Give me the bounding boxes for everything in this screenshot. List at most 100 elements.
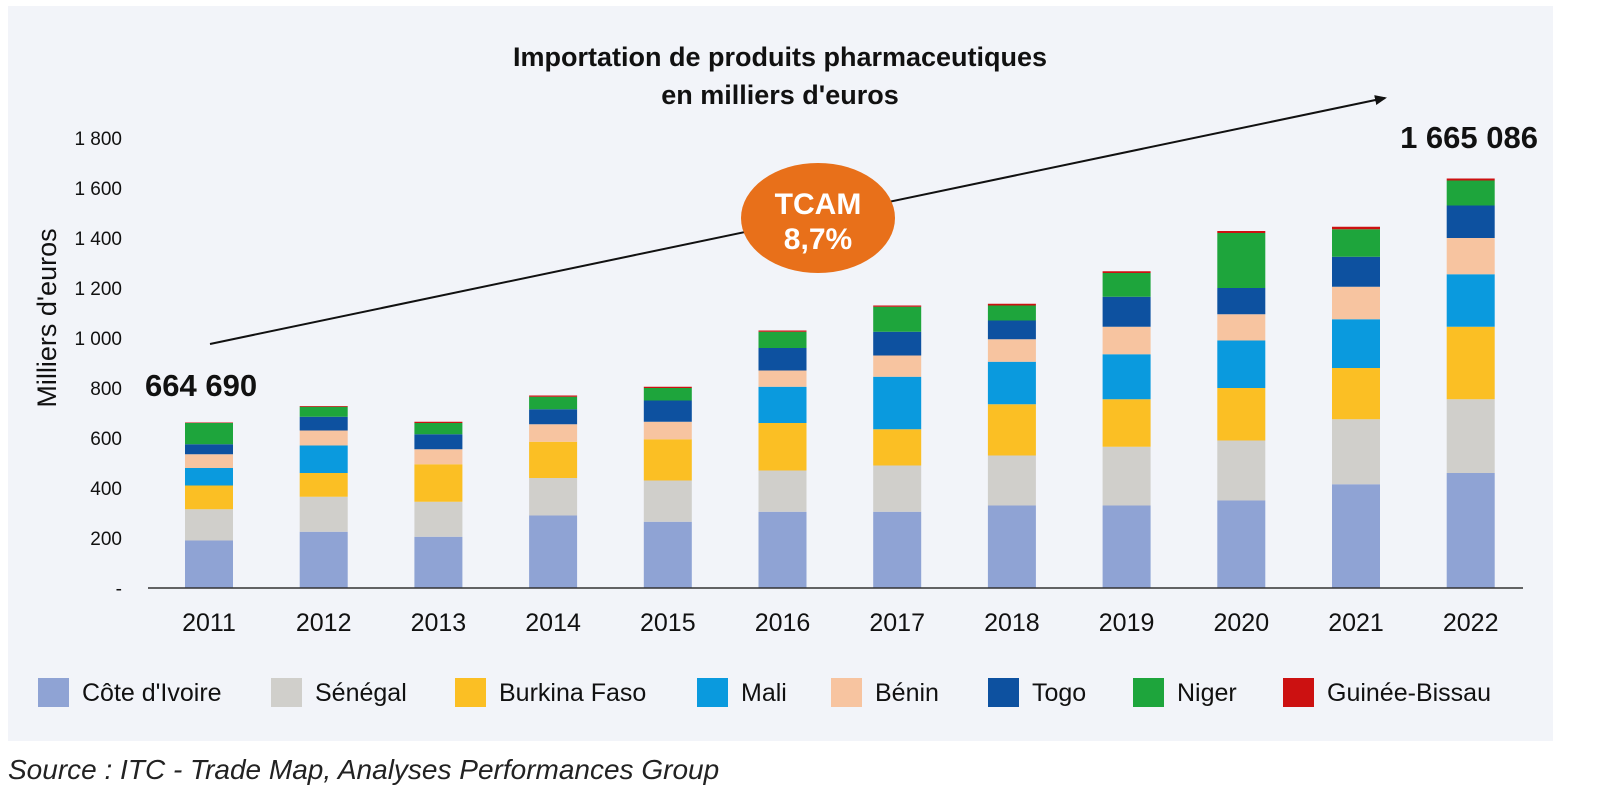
bar-segment-2018-7: [987, 303, 1036, 306]
bar-segment-2017-3: [873, 376, 922, 430]
bar-segment-2017-0: [873, 511, 922, 588]
bar-segment-2011-6: [185, 423, 233, 445]
bar-segment-2015-0: [643, 521, 692, 588]
bar-segment-2022-5: [1446, 205, 1495, 238]
y-tick-label: 600: [90, 429, 122, 450]
bar-segment-2012-3: [299, 445, 348, 473]
bar-segment-2019-3: [1102, 354, 1151, 400]
bar-segment-2012-7: [299, 406, 348, 407]
bar-segment-2014-5: [529, 409, 578, 425]
legend-swatch: [697, 678, 728, 707]
bar-segment-2018-1: [987, 455, 1036, 506]
bar-segment-2011-3: [185, 468, 233, 486]
bar-segment-2011-5: [185, 444, 233, 455]
bar-segment-2012-5: [299, 416, 348, 431]
bar-segment-2018-0: [987, 505, 1036, 588]
bar-segment-2020-1: [1217, 440, 1266, 501]
bar-segment-2021-7: [1332, 226, 1380, 230]
y-tick-label: 1 600: [74, 179, 122, 200]
x-tick-label: 2016: [755, 609, 811, 637]
bar-segment-2016-1: [758, 470, 807, 512]
x-tick-label: 2018: [984, 609, 1040, 637]
bar-segment-2020-3: [1217, 340, 1266, 388]
bar-segment-2013-4: [414, 449, 463, 465]
legend-swatch: [38, 678, 69, 707]
y-axis-label: Milliers d'euros: [32, 228, 62, 407]
legend-label: Bénin: [875, 679, 939, 707]
bar-segment-2020-4: [1217, 314, 1266, 341]
legend-swatch: [455, 678, 486, 707]
bar-segment-2016-0: [758, 511, 807, 588]
x-tick-label: 2022: [1443, 609, 1499, 637]
bar-segment-2012-2: [299, 473, 348, 497]
legend-label: Mali: [741, 679, 787, 707]
bar-segment-2014-6: [529, 396, 578, 410]
bar-segment-2017-6: [873, 306, 922, 332]
y-tick-label: -: [116, 579, 122, 600]
legend-label: Guinée-Bissau: [1327, 679, 1491, 707]
bar-segment-2020-6: [1217, 233, 1266, 288]
bars-group: [185, 178, 1495, 588]
bar-segment-2020-5: [1217, 288, 1266, 315]
bar-segment-2019-2: [1102, 399, 1151, 447]
y-tick-label: 1 400: [74, 229, 122, 250]
y-tick-label: 1 800: [74, 129, 122, 150]
legend: Côte d'Ivoire Sénégal Burkina Faso Mali Béni…: [38, 678, 1491, 707]
start-value-callout: 664 690: [145, 368, 257, 403]
bar-segment-2013-7: [414, 421, 463, 423]
x-tick-label: 2017: [869, 609, 925, 637]
y-tick-label: 200: [90, 529, 122, 550]
bar-segment-2011-0: [185, 540, 233, 588]
bar-segment-2016-6: [758, 331, 807, 348]
bar-segment-2017-2: [873, 429, 922, 466]
tcam-label: TCAM: [775, 188, 862, 221]
bar-segment-2013-5: [414, 434, 463, 450]
bar-segment-2019-1: [1102, 446, 1151, 506]
bar-segment-2011-1: [185, 509, 233, 541]
bar-segment-2014-0: [529, 515, 578, 588]
bar-segment-2011-4: [185, 454, 233, 468]
legend-swatch: [831, 678, 862, 707]
legend-label: Sénégal: [315, 679, 407, 707]
y-tick-label: 1 200: [74, 279, 122, 300]
bar-segment-2022-3: [1446, 274, 1495, 327]
bar-segment-2021-3: [1332, 319, 1380, 368]
bar-segment-2017-7: [873, 305, 922, 307]
bar-segment-2016-2: [758, 423, 807, 471]
x-tick-label: 2019: [1099, 609, 1155, 637]
source-note: Source : ITC - Trade Map, Analyses Perfo…: [8, 754, 719, 785]
tcam-badge: [741, 163, 895, 273]
bar-segment-2018-6: [987, 305, 1036, 321]
bar-segment-2016-4: [758, 370, 807, 387]
bar-segment-2015-2: [643, 439, 692, 481]
x-tick-label: 2021: [1328, 609, 1384, 637]
bar-segment-2021-6: [1332, 229, 1380, 257]
x-axis-labels: 2011 2012 2013 2014 2015 2016 2017 2018 2019 2020…: [182, 609, 1498, 637]
y-axis-ticks: - 200 400 600 800 1 000 1 200 1 400 1 600 1 800: [74, 129, 122, 600]
x-tick-label: 2014: [525, 609, 581, 637]
bar-segment-2017-5: [873, 331, 922, 356]
bar-segment-2021-2: [1332, 368, 1380, 420]
bar-segment-2013-0: [414, 536, 463, 588]
bar-segment-2022-7: [1446, 178, 1495, 181]
bar-segment-2022-1: [1446, 399, 1495, 473]
bar-segment-2016-5: [758, 348, 807, 371]
legend-swatch: [1283, 678, 1314, 707]
bar-segment-2016-3: [758, 386, 807, 423]
bar-segment-2013-1: [414, 501, 463, 537]
bar-segment-2019-0: [1102, 505, 1151, 588]
bar-segment-2014-2: [529, 441, 578, 478]
bar-segment-2022-6: [1446, 180, 1495, 206]
end-value-callout: 1 665 086: [1400, 120, 1538, 155]
bar-segment-2015-6: [643, 388, 692, 401]
bar-segment-2017-1: [873, 465, 922, 512]
x-tick-label: 2020: [1213, 609, 1269, 637]
legend-label: Niger: [1177, 679, 1237, 707]
y-tick-label: 400: [90, 479, 122, 500]
bar-segment-2022-0: [1446, 473, 1495, 588]
y-tick-label: 800: [90, 379, 122, 400]
bar-segment-2012-4: [299, 430, 348, 446]
bar-segment-2022-2: [1446, 326, 1495, 400]
bar-segment-2014-7: [529, 395, 578, 397]
